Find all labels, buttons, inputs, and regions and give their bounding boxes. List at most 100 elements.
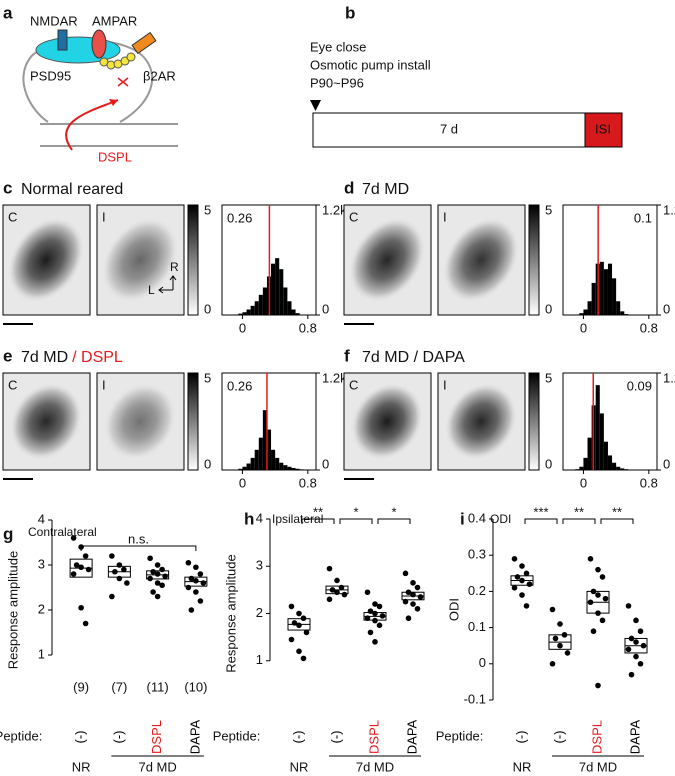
data-point: [185, 559, 192, 566]
hist-bar: [287, 301, 292, 315]
data-point: [633, 639, 639, 645]
y-tick-label: 0: [663, 301, 670, 316]
hist-bar: [254, 301, 259, 315]
x-tick-label: 0.8: [640, 320, 658, 335]
label: β2AR: [143, 68, 176, 83]
hist-bar: [283, 287, 288, 315]
data-point: [70, 535, 77, 541]
hist-bar: [612, 462, 617, 470]
data-point: [162, 573, 168, 580]
x-tick-label: 0.8: [299, 320, 317, 335]
data-point: [116, 562, 123, 568]
hist-bar: [616, 466, 621, 470]
data-point: [557, 621, 563, 627]
category-label: (-): [328, 731, 343, 744]
data-point: [519, 563, 525, 569]
isi-box: [584, 112, 623, 148]
data-point: [364, 589, 371, 596]
y-tick-label: 4: [256, 510, 263, 525]
data-point: [303, 629, 310, 636]
hist-bar: [603, 441, 608, 470]
hist-bar: [287, 466, 292, 470]
label: DSPL: [98, 149, 132, 164]
map-blob: [348, 217, 426, 303]
panel-title: 7d MD: [362, 181, 409, 198]
data-point: [523, 603, 530, 609]
label: PSD95: [30, 68, 71, 83]
hist-bar: [607, 455, 613, 470]
data-point: [414, 605, 421, 612]
data-point: [376, 622, 383, 629]
group-label: NR: [513, 759, 532, 774]
significance-label: *: [391, 504, 396, 519]
panel-letter: h: [244, 509, 254, 528]
hist-bar: [620, 468, 625, 470]
hist-bar: [616, 301, 621, 315]
data-point: [109, 553, 115, 559]
data-point: [637, 628, 644, 635]
category-label: DSPL: [589, 720, 604, 754]
colorbar-tick-label: 0: [545, 456, 552, 471]
panel-title: 7d MD / DAPA: [362, 349, 465, 366]
hist-bar: [254, 449, 259, 470]
colorbar: [187, 372, 199, 471]
colorbar-tick-label: 5: [204, 202, 211, 217]
data-point: [197, 598, 204, 604]
data-point: [197, 571, 204, 577]
hist-bar: [250, 305, 255, 315]
data-point: [564, 650, 571, 656]
data-point: [154, 562, 161, 568]
panel-a: a NMDAR AMPAR PSD95 β2AR DSPL: [3, 3, 178, 164]
y-tick-label: 1.2k: [322, 370, 347, 385]
data-point: [526, 581, 533, 587]
y-axis-label: ODI: [446, 598, 461, 621]
chart-title: Ipsilateral: [272, 512, 323, 526]
data-point: [70, 571, 77, 577]
significance-bracket: [80, 545, 197, 551]
hist-bar: [258, 294, 263, 315]
annotation: 0.09: [627, 378, 652, 393]
significance-label: *: [353, 504, 358, 519]
x-tick-label: 0: [580, 475, 587, 490]
data-point: [116, 575, 123, 582]
data-point: [587, 556, 594, 562]
data-point: [523, 570, 530, 577]
y-axis-label: Response amplitude: [5, 551, 20, 670]
data-point: [595, 682, 601, 689]
hist-bar: [291, 467, 296, 470]
significance-label: **: [313, 504, 323, 519]
data-point: [367, 629, 374, 636]
data-point: [549, 606, 556, 613]
image-label: C: [8, 209, 17, 224]
hist-bar: [258, 437, 263, 470]
data-point: [154, 571, 161, 577]
group-label: NR: [72, 759, 91, 774]
colorbar-tick-label: 5: [545, 202, 552, 217]
data-point: [595, 566, 601, 573]
hist-bar: [271, 449, 276, 470]
x-tick-label: 0.8: [640, 475, 658, 490]
label: P90~P96: [310, 75, 364, 90]
data-point: [124, 580, 130, 586]
hist-bar: [246, 463, 251, 470]
y-tick-label: 2: [256, 605, 263, 620]
data-point: [193, 577, 199, 584]
category-label: DAPA: [187, 719, 202, 754]
panel-letter: c: [3, 178, 12, 197]
y-tick-label: 1.2k: [663, 202, 675, 217]
hist-bar: [591, 282, 596, 315]
data-point: [410, 579, 416, 586]
label: Eye close: [310, 39, 366, 54]
hist-bar: [279, 269, 284, 315]
chart-title: ODI: [490, 512, 511, 526]
panel-letter: i: [460, 509, 465, 528]
data-point: [154, 580, 161, 586]
y-tick-label: 3: [38, 556, 45, 571]
category-label: (-): [111, 731, 126, 744]
hist-bar: [587, 301, 592, 315]
image-label: C: [349, 377, 358, 392]
colorbar-tick-label: 0: [204, 456, 211, 471]
ampar-shape: [91, 29, 107, 59]
data-point: [552, 635, 559, 642]
hist-bar: [266, 429, 272, 470]
